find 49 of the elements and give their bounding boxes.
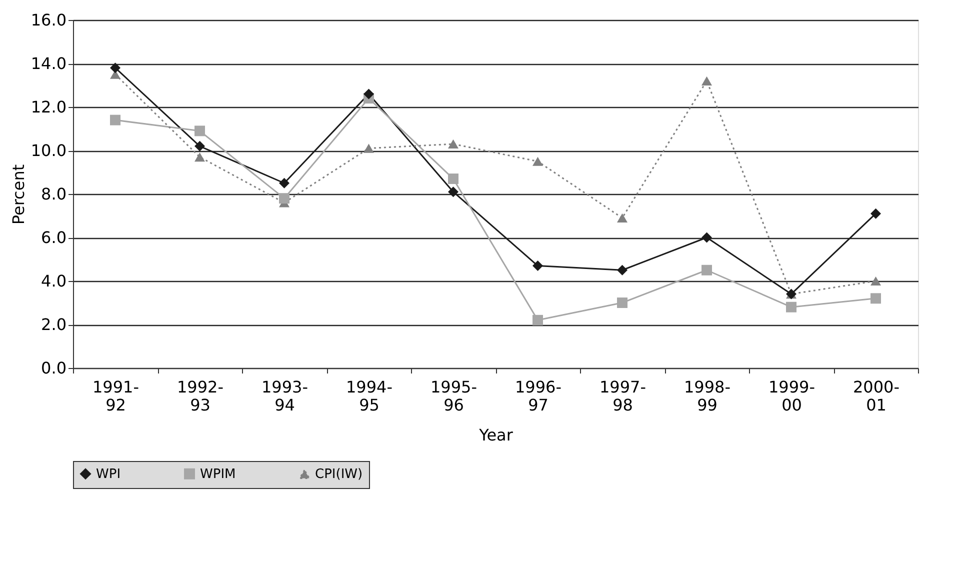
point xyxy=(110,114,120,126)
point xyxy=(702,232,712,243)
legend-label: WPI xyxy=(96,466,121,482)
x-axis-title: Year xyxy=(478,426,514,444)
point xyxy=(279,178,290,188)
point xyxy=(617,264,628,276)
y-tick-label: 6.0 xyxy=(41,228,66,247)
x-tick-label: 1996-97 xyxy=(515,378,562,414)
point xyxy=(194,152,205,162)
point xyxy=(279,193,290,204)
point xyxy=(786,302,796,312)
x-tick-label: 1998-99 xyxy=(684,378,730,414)
x-tick-label: 1993-94 xyxy=(262,378,308,414)
point xyxy=(617,298,628,308)
point xyxy=(110,62,120,74)
x-tick-label: 1992-93 xyxy=(177,378,224,414)
point xyxy=(532,260,543,272)
point xyxy=(364,88,374,100)
point xyxy=(702,264,712,276)
y-tick-label: 12.0 xyxy=(30,98,66,116)
y-axis-title: Percent xyxy=(8,164,28,225)
y-tick-label: 8.0 xyxy=(41,184,66,204)
y-tick-label: 2.0 xyxy=(41,315,66,334)
point xyxy=(532,314,543,326)
point xyxy=(702,76,712,86)
x-tick-label: 2000-01 xyxy=(853,378,900,414)
y-tick-label: 14.0 xyxy=(30,54,66,73)
point xyxy=(448,139,458,149)
point xyxy=(870,276,881,286)
legend-label: CPI(IW) xyxy=(315,467,363,482)
x-tick-label: 1991-92 xyxy=(92,378,139,414)
x-tick-label: 1999-00 xyxy=(768,378,815,414)
point xyxy=(194,126,205,136)
y-tick-label: 10.0 xyxy=(30,141,66,160)
x-tick-label: 1995-96 xyxy=(430,378,477,414)
y-tick-label: 0.0 xyxy=(41,358,66,378)
point xyxy=(364,144,374,153)
point xyxy=(617,213,628,222)
point xyxy=(448,186,458,198)
point xyxy=(448,174,458,184)
y-tick-label: 4.0 xyxy=(41,272,66,290)
point xyxy=(532,156,543,166)
point xyxy=(194,140,205,152)
point xyxy=(870,293,881,304)
x-tick-label: 1994-95 xyxy=(346,378,392,414)
y-tick-label: 16.0 xyxy=(30,10,66,30)
x-tick-label: 1997-98 xyxy=(600,378,646,414)
point xyxy=(870,208,881,219)
legend-label: WPIM xyxy=(200,466,236,482)
